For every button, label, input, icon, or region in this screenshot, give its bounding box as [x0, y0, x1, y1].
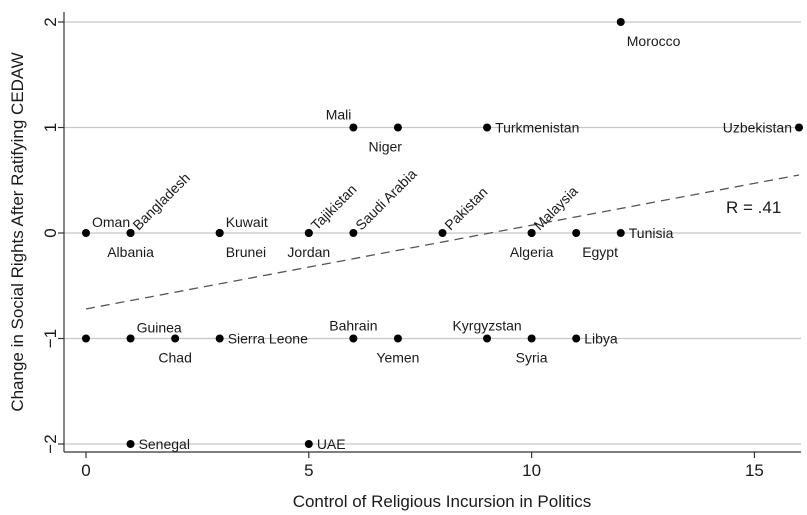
data-point — [304, 440, 313, 448]
fit-line — [85, 174, 800, 310]
axes: 210−1−20 5 10 15 — [41, 12, 801, 480]
data-point — [483, 334, 492, 343]
point-label: Chad — [158, 350, 191, 366]
point-label: Sierra Leone — [228, 331, 308, 347]
y-tick-label: 0 — [41, 228, 60, 237]
x-tick-label: 0 — [81, 461, 90, 480]
point-label: Libya — [584, 331, 618, 347]
data-point — [527, 229, 536, 237]
data-point — [349, 229, 358, 237]
correlation-annotation: R = .41 — [726, 198, 781, 217]
y-tick-label: −1 — [41, 329, 60, 348]
data-point — [304, 229, 313, 237]
gridlines — [64, 21, 801, 445]
point-label: Kyrgyzstan — [452, 318, 521, 334]
data-point — [795, 123, 803, 132]
data-point — [527, 334, 536, 343]
point-label: Algeria — [510, 244, 554, 260]
y-axis-title: Change in Social Rights After Ratifying … — [8, 52, 27, 411]
data-point — [126, 440, 135, 448]
y-tick-label: 1 — [41, 123, 60, 132]
point-label: Senegal — [139, 436, 190, 452]
data-point — [572, 334, 581, 343]
point-label: Yemen — [376, 350, 419, 366]
data-point — [126, 229, 135, 237]
data-point — [171, 334, 180, 343]
y-tick-label: −2 — [41, 434, 60, 453]
y-tick-label: 2 — [41, 17, 60, 26]
data-point — [215, 229, 224, 237]
point-label: Oman — [92, 214, 130, 230]
point-label: Saudi Arabia — [352, 166, 420, 234]
point-label: Morocco — [627, 33, 681, 49]
point-label: Guinea — [137, 320, 182, 336]
data-point — [483, 123, 492, 132]
point-label: Bahrain — [329, 318, 377, 334]
x-tick-label: 15 — [745, 461, 764, 480]
data-point — [349, 334, 358, 343]
point-label: Malaysia — [530, 183, 581, 234]
point-label: Syria — [516, 350, 548, 366]
point-label: Mali — [326, 107, 352, 123]
point-label: Uzbekistan — [723, 120, 792, 136]
data-point — [393, 334, 402, 343]
data-point — [82, 334, 90, 343]
point-label: Bangladesh — [129, 170, 193, 234]
point-label: Kuwait — [226, 214, 268, 230]
point-label: Egypt — [582, 244, 618, 260]
data-point — [616, 229, 625, 237]
data-point — [616, 18, 625, 26]
point-label: Turkmenistan — [495, 120, 579, 136]
fit-line-layer — [85, 174, 800, 310]
point-label: UAE — [317, 436, 346, 452]
data-point — [215, 334, 224, 343]
data-point — [438, 229, 447, 237]
data-point — [572, 229, 581, 237]
data-points — [82, 18, 803, 448]
data-point — [126, 334, 135, 343]
x-axis-title: Control of Religious Incursion in Politi… — [293, 492, 592, 511]
point-label: Tunisia — [629, 225, 674, 241]
point-label: Tajikistan — [308, 181, 360, 233]
data-point — [349, 123, 358, 132]
point-label: Jordan — [287, 244, 330, 260]
x-tick-label: 10 — [522, 461, 541, 480]
point-label: Albania — [107, 244, 154, 260]
x-tick-label: 5 — [304, 461, 313, 480]
data-point — [393, 123, 402, 132]
point-label: Pakistan — [441, 184, 490, 233]
point-label: Niger — [368, 139, 402, 155]
data-point — [82, 229, 90, 237]
point-label: Brunei — [226, 244, 266, 260]
